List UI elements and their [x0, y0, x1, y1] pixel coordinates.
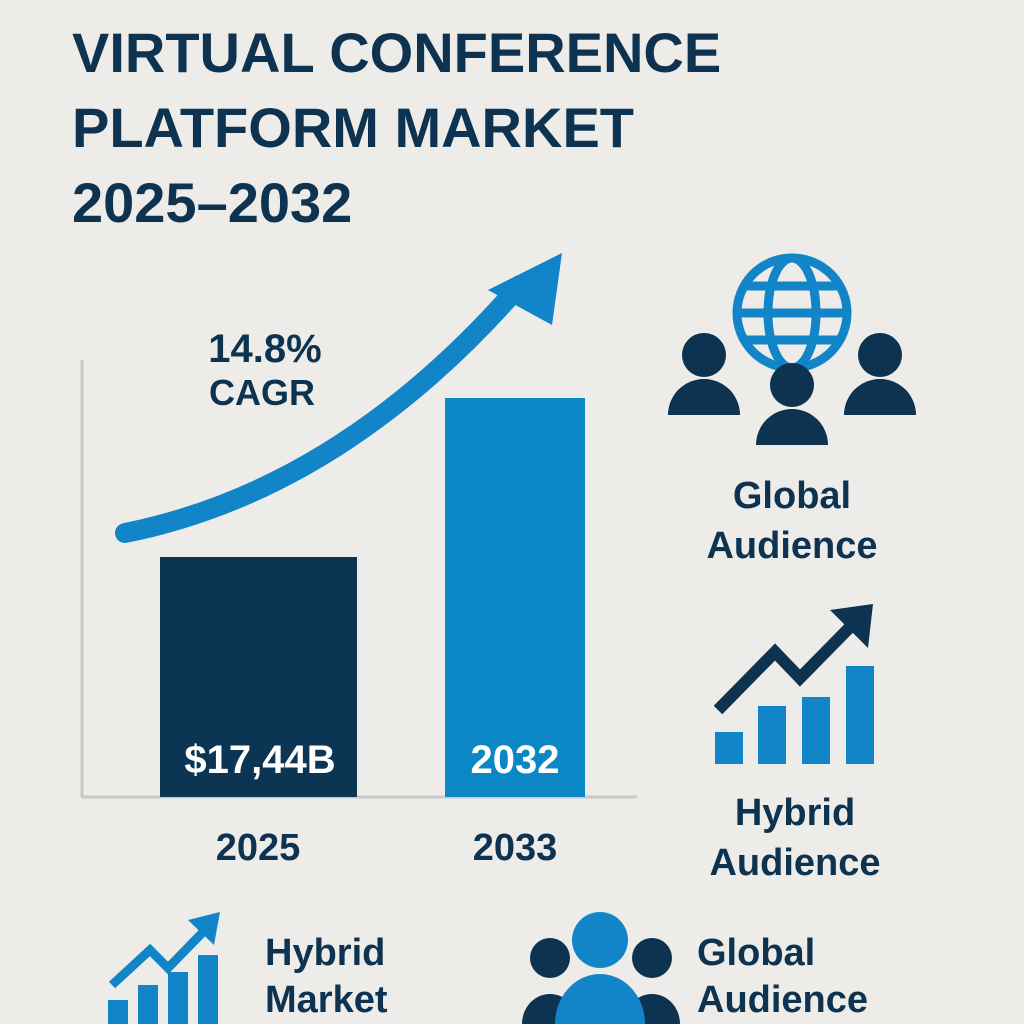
feature-label: Audience	[709, 842, 880, 884]
cagr-value: 14.8%	[208, 327, 321, 371]
feature-label: Audience	[697, 979, 868, 1021]
growth-arrow	[115, 275, 530, 543]
people-icon	[522, 912, 680, 1024]
bar	[160, 557, 357, 797]
arrow-head	[488, 253, 562, 325]
cagr-label: CAGR	[209, 372, 315, 413]
feature-label: Global	[733, 475, 851, 517]
feature-label: Hybrid	[265, 932, 385, 974]
trend-arrow	[713, 617, 860, 715]
bar-label: $17,44B	[184, 738, 335, 782]
title-line: PLATFORM MARKET	[72, 96, 634, 159]
title-line: VIRTUAL CONFERENCE	[72, 21, 721, 84]
category-label: 2025	[216, 827, 301, 869]
bar-label: 2032	[471, 738, 560, 782]
feature-label: Audience	[706, 525, 877, 567]
growth-icon	[715, 666, 874, 764]
growth-icon	[108, 955, 218, 1024]
title-line: 2025–2032	[72, 171, 352, 234]
category-label: 2033	[473, 827, 558, 869]
arrow-head	[830, 604, 873, 648]
trend-arrow	[108, 926, 209, 989]
people-icon	[668, 333, 916, 445]
bar	[445, 398, 585, 797]
arrow-head	[188, 912, 220, 945]
feature-label: Hybrid	[735, 792, 855, 834]
feature-label: Market	[265, 979, 388, 1021]
feature-label: Global	[697, 932, 815, 974]
